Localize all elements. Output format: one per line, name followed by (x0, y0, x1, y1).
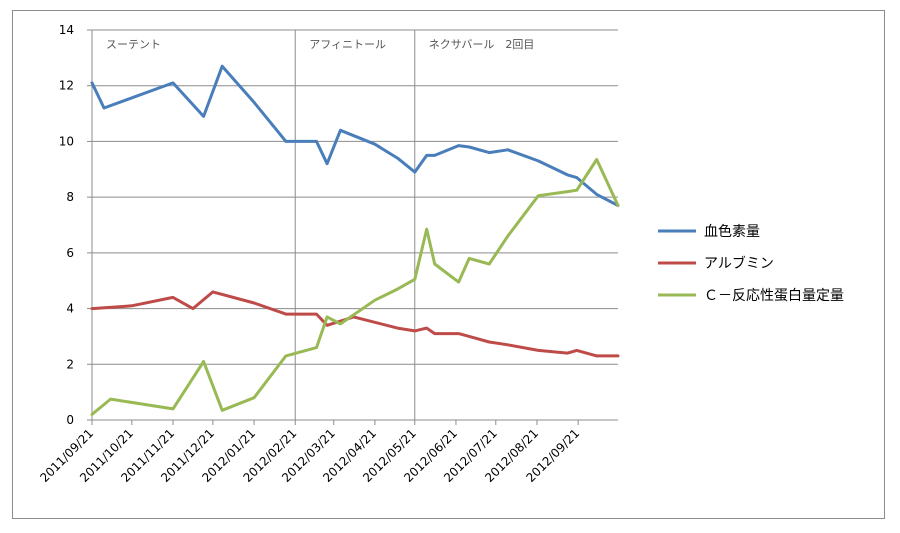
legend-label: Ｃ－反応性蛋白量定量 (704, 288, 844, 304)
legend-label: アルブミン (704, 255, 774, 272)
y-tick-label: 2 (66, 357, 74, 371)
period-label: アフィニトール (309, 38, 386, 51)
legend-label: 血色素量 (704, 223, 760, 240)
y-tick-label: 12 (59, 79, 74, 93)
series-line (90, 290, 620, 358)
y-tick-label: 8 (66, 190, 74, 204)
y-tick-label: 4 (66, 302, 74, 316)
y-tick-label: 0 (66, 413, 74, 427)
chart-frame (12, 10, 885, 519)
series-line (90, 64, 620, 207)
period-label: ネクサバール 2回目 (429, 38, 535, 51)
period-label: スーテント (106, 38, 161, 51)
y-tick-label: 10 (59, 134, 74, 148)
y-tick-label: 14 (59, 23, 74, 37)
series-line (90, 158, 620, 416)
y-tick-label: 6 (66, 246, 74, 260)
